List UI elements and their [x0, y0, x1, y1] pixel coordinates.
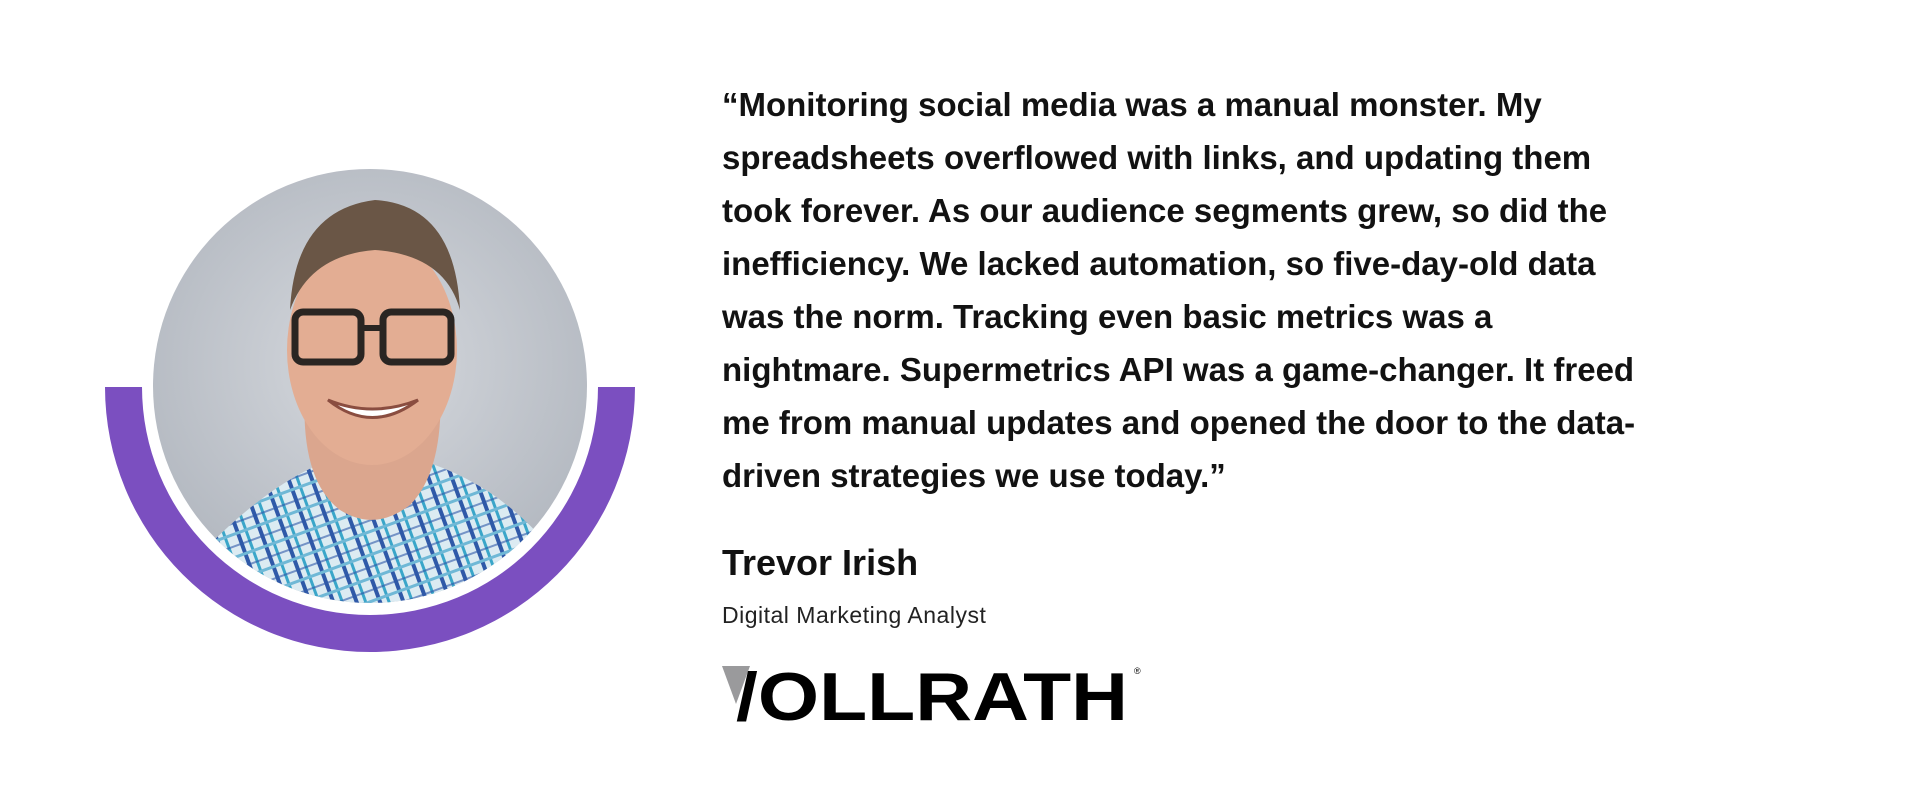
person-title: Digital Marketing Analyst [722, 602, 987, 628]
quote-line: me from manual updates and opened the do… [722, 404, 1636, 441]
accent-arc [105, 387, 635, 652]
testimonial-quote: “Monitoring social media was a manual mo… [722, 78, 1872, 502]
quote-line: spreadsheets overflowed with links, and … [722, 139, 1592, 176]
quote-line: driven strategies we use today.” [722, 457, 1226, 494]
quote-line: “Monitoring social media was a manual mo… [722, 86, 1542, 123]
quote-line: took forever. As our audience segments g… [722, 192, 1608, 229]
quote-line: nightmare. Supermetrics API was a game-c… [722, 351, 1635, 388]
vollrath-logo: /OLLRATH ® [722, 664, 1141, 724]
quote-line: inefficiency. We lacked automation, so f… [722, 245, 1596, 282]
portrait-photo [105, 169, 635, 652]
quote-line: was the norm. Tracking even basic metric… [722, 298, 1493, 335]
person-name: Trevor Irish [722, 542, 919, 583]
svg-text:®: ® [1134, 666, 1141, 676]
svg-text:/OLLRATH: /OLLRATH [736, 664, 1128, 724]
